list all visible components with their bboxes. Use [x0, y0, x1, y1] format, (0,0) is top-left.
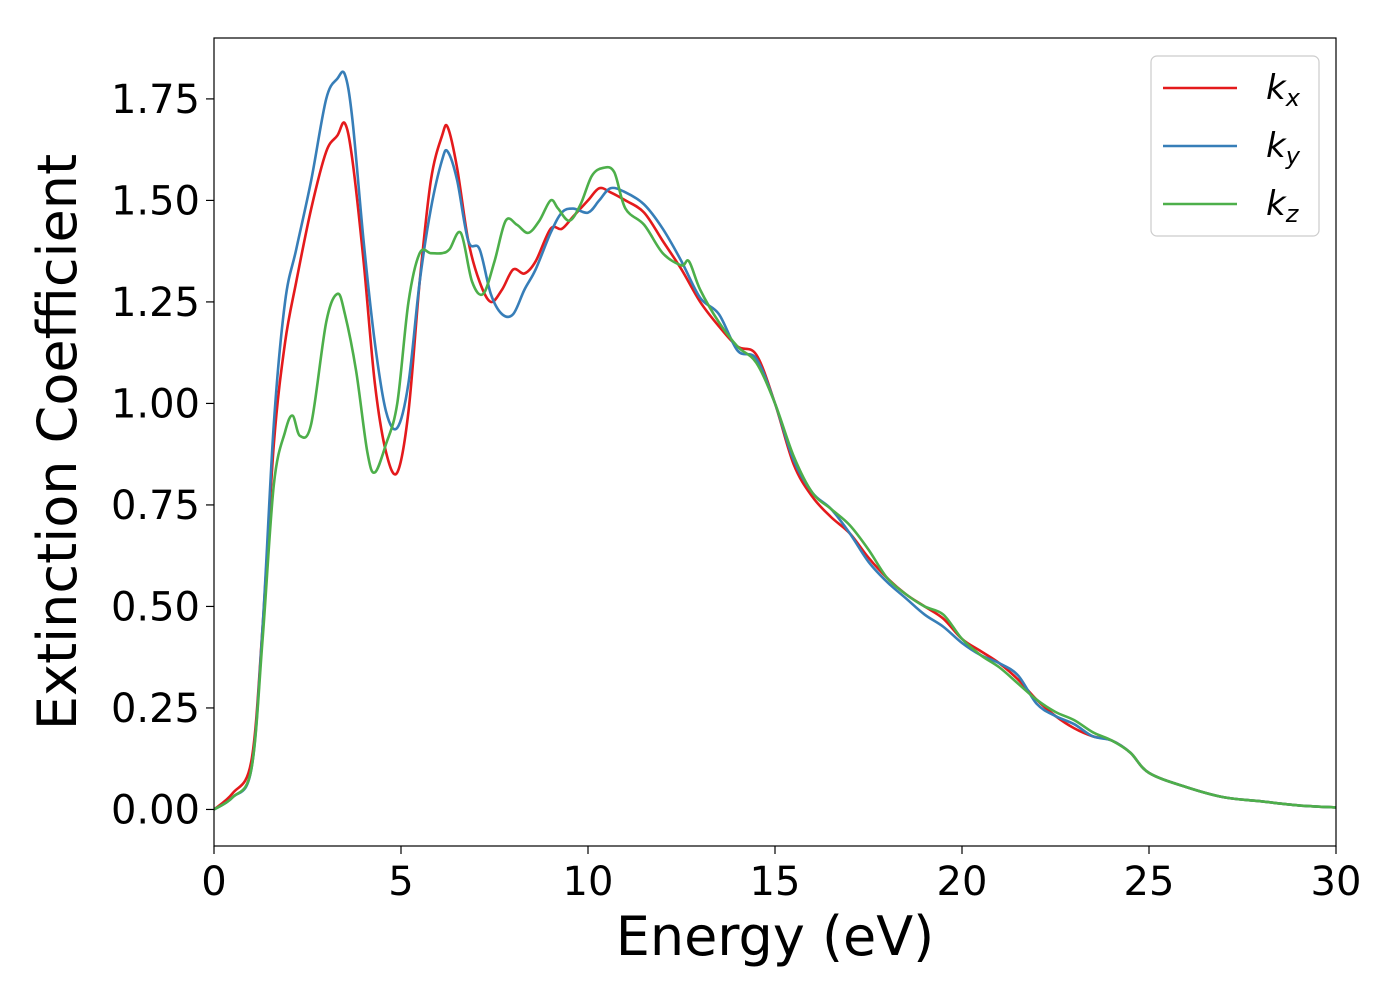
y-tick-label: 1.50 [111, 178, 200, 224]
x-tick-label: 20 [937, 859, 988, 905]
x-tick-label: 10 [563, 859, 614, 905]
series-line-ky [214, 70, 1336, 811]
legend: kx ky kz [1150, 55, 1320, 237]
x-axis-title: Energy (eV) [616, 905, 935, 968]
y-tick-label: 0.75 [111, 483, 200, 529]
tick-layer: 0 5 10 15 20 25 30 0.00 0.25 0.50 0.75 1.00 1.25 1.50… [111, 77, 1362, 905]
y-tick-label: 1.00 [111, 381, 200, 427]
y-axis-title: Extinction Coefficient [26, 154, 89, 730]
x-tick-label: 30 [1311, 859, 1362, 905]
legend-label-kx: kx [1266, 68, 1301, 112]
x-tick-label: 0 [201, 859, 226, 905]
series-line-kx [214, 121, 1336, 811]
y-tick-label: 0.50 [111, 584, 200, 630]
y-tick-label: 0.25 [111, 686, 200, 732]
y-tick-label: 1.25 [111, 280, 200, 326]
x-tick-label: 5 [388, 859, 413, 905]
series-line-kz [214, 165, 1336, 811]
legend-label-kz: kz [1266, 184, 1300, 228]
x-tick-label: 25 [1124, 859, 1175, 905]
x-tick-label: 15 [750, 859, 801, 905]
y-tick-label: 0.00 [111, 787, 200, 833]
y-tick-label: 1.75 [111, 77, 200, 123]
legend-label-ky: ky [1266, 126, 1301, 170]
series-layer [214, 70, 1336, 811]
